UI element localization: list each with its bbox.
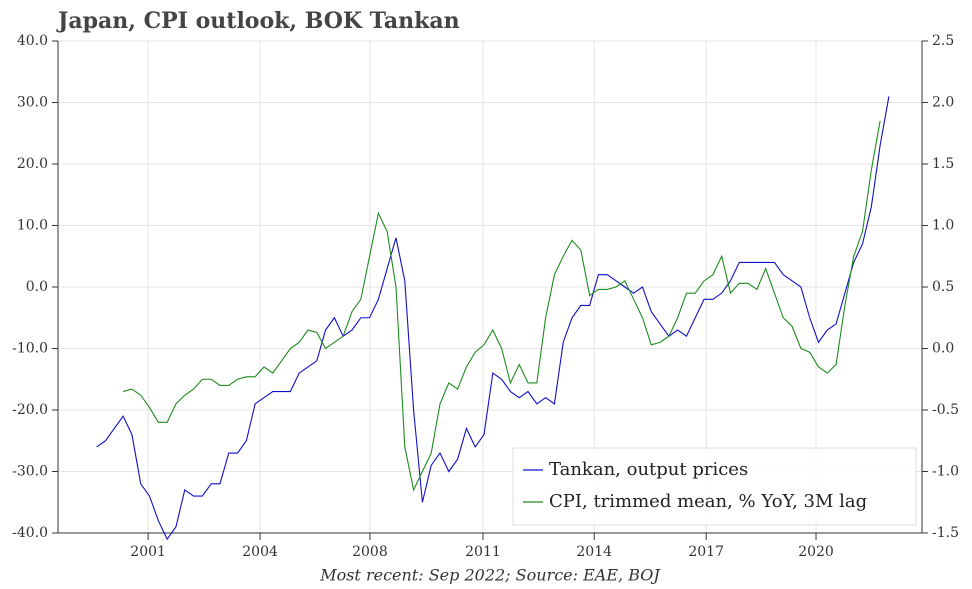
- y2-tick-label: 1.5: [932, 156, 954, 172]
- legend: Tankan, output prices CPI, trimmed mean, …: [512, 447, 917, 526]
- y-tick-label: -40.0: [12, 525, 48, 541]
- y2-tick-label: 1.0: [932, 218, 954, 234]
- y-tick-label: 40.0: [17, 33, 48, 49]
- footnote: Most recent: Sep 2022; Source: EAE, BOJ: [319, 566, 661, 585]
- x-tick-label: 2008: [352, 544, 388, 560]
- x-tick-label: 2011: [465, 544, 501, 560]
- x-tick-label: 2001: [130, 544, 166, 560]
- chart-title: Japan, CPI outlook, BOK Tankan: [56, 8, 460, 34]
- y2-tick-label: -0.5: [932, 402, 959, 418]
- y2-tick-label: 0.5: [932, 279, 954, 295]
- y-tick-label: -30.0: [12, 464, 48, 480]
- legend-label: CPI, trimmed mean, % YoY, 3M lag: [549, 491, 867, 512]
- x-tick-label: 2014: [576, 544, 612, 560]
- y-tick-label: -10.0: [12, 341, 48, 357]
- y2-tick-label: 2.5: [932, 33, 954, 49]
- legend-box: [512, 447, 917, 526]
- y2-tick-label: -1.5: [932, 525, 959, 541]
- y-tick-label: 30.0: [17, 95, 48, 111]
- y2-tick-label: 0.0: [932, 341, 954, 357]
- y-tick-label: 0.0: [26, 279, 48, 295]
- legend-label: Tankan, output prices: [549, 459, 748, 480]
- y-tick-label: 20.0: [17, 156, 48, 172]
- x-tick-label: 2017: [688, 544, 724, 560]
- y2-tick-label: -1.0: [932, 464, 959, 480]
- series-line: [122, 120, 881, 492]
- y-tick-label: 10.0: [17, 218, 48, 234]
- y-tick-label: -20.0: [12, 402, 48, 418]
- series-line: [96, 96, 890, 541]
- x-tick-label: 2020: [798, 544, 834, 560]
- x-tick-label: 2004: [242, 544, 278, 560]
- y2-tick-label: 2.0: [932, 95, 954, 111]
